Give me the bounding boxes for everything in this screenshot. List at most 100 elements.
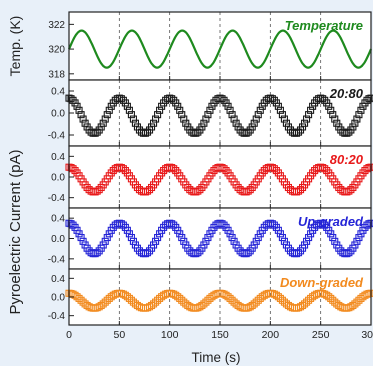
data-point-up-graded [79,237,87,245]
data-point-up-graded [351,241,359,249]
data-point-20-80 [248,123,256,131]
data-point-down-graded [244,304,252,312]
data-point-20-80 [129,115,137,123]
data-point-up-graded [244,249,252,257]
data-point-20-80 [117,95,125,103]
data-point-up-graded [129,237,137,245]
data-point-20-80 [282,119,290,127]
series-label-temperature: Temperature [285,18,363,33]
data-point-up-graded [93,249,101,257]
data-point-20-80 [331,115,339,123]
data-point-20-80 [230,115,238,123]
data-point-80-20 [270,165,278,173]
data-point-up-graded [194,249,202,257]
y-axis-label-temperature: Temp. (K) [7,16,23,77]
data-point-20-80 [226,106,234,114]
data-point-down-graded [99,300,107,308]
data-point-20-80 [307,106,315,114]
data-point-20-80 [73,102,81,110]
data-point-80-20 [294,187,303,195]
data-point-20-80 [97,123,105,131]
x-tick-label: 150 [211,329,229,341]
data-point-20-80 [355,111,363,119]
data-point-down-graded [200,300,208,308]
data-point-20-80 [206,106,214,114]
data-point-80-20 [359,169,367,177]
data-point-20-80 [353,115,361,123]
data-point-20-80 [232,119,240,127]
x-tick-label: 0 [66,329,72,341]
data-point-down-graded [303,298,311,306]
data-point-down-graded [194,304,202,312]
data-point-20-80 [200,119,208,127]
panel-temperature: 318 320 322 Temperature Temp. (K) [7,11,373,81]
data-point-20-80 [268,95,276,103]
data-point-down-graded [150,300,158,308]
data-point-down-graded [363,290,371,298]
x-axis: 0 50 100 150 200 250 30 [66,329,373,341]
data-point-20-80 [79,115,87,123]
shared-y-axis-label: Pyroelectric Current (pA) [7,149,24,314]
data-point-up-graded [202,237,210,245]
data-point-up-graded [252,237,260,245]
data-point-up-graded [353,237,361,245]
data-point-80-20 [194,187,202,195]
data-point-down-graded [294,304,303,312]
data-point-20-80 [81,119,89,127]
data-point-20-80 [305,111,313,119]
data-point-20-80 [298,123,307,131]
data-point-20-80 [77,111,85,119]
data-point-up-graded [77,233,85,242]
panels-group: 318 320 322 Temperature Temp. (K) 0.4 0.0 -0.4 2… [7,11,373,326]
data-point-up-graded [305,233,313,242]
y-tick-label: 0.4 [51,274,65,285]
data-point-20-80 [280,115,288,123]
data-point-up-graded [301,241,309,249]
data-point-up-graded [168,220,176,228]
data-point-20-80 [333,119,341,127]
series-label-20-80: 20:80 [329,86,364,101]
data-point-up-graded [154,233,162,242]
series-label-80-20: 80:20 [330,152,364,167]
data-point-down-graded [202,298,210,306]
data-point-80-20 [93,187,101,195]
data-point-up-graded [270,221,278,229]
data-point-80-20 [220,165,228,173]
data-point-down-graded [345,304,353,312]
data-point-20-80 [123,102,131,110]
data-point-up-graded [278,233,286,242]
data-point-up-graded [345,249,353,257]
data-point-down-graded [276,294,284,302]
data-point-20-80 [202,115,210,123]
data-point-up-graded [152,237,160,245]
y-tick-label: -0.4 [48,131,66,142]
y-tick-label: -0.4 [48,254,66,265]
data-point-20-80 [182,119,190,127]
data-point-down-graded [143,304,152,312]
series-line-temperature [67,29,373,69]
y-tick-label: 318 [48,69,65,80]
data-point-20-80 [317,94,325,102]
data-point-up-graded [361,223,369,231]
y-tick-label: 0.4 [51,152,65,163]
data-point-up-graded [200,241,208,249]
data-point-80-20 [234,183,242,192]
data-point-20-80 [303,115,311,123]
data-point-up-graded [311,223,319,231]
data-point-20-80 [250,119,258,127]
data-point-20-80 [105,106,113,114]
data-point-down-graded [329,296,337,304]
data-point-80-20 [244,187,252,195]
data-point-80-20 [192,188,200,196]
data-point-up-graded [210,223,218,231]
data-point-80-20 [141,188,150,196]
data-point-80-20 [272,166,280,175]
data-point-up-graded [150,241,158,249]
data-point-up-graded [103,233,111,242]
data-point-up-graded [101,237,109,245]
x-tick-label: 200 [262,329,280,341]
panel-frame [68,268,372,326]
data-point-20-80 [216,94,224,102]
data-point-80-20 [335,183,343,192]
